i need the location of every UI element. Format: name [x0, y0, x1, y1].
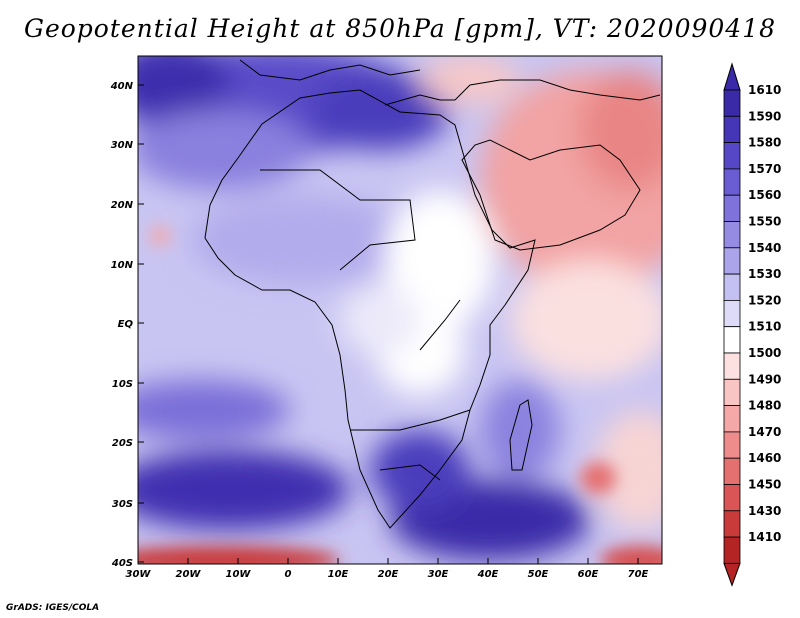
colorbar-swatch: [723, 431, 741, 459]
lat-label: 30N: [111, 140, 134, 151]
lon-label: 30W: [126, 569, 152, 580]
colorbar-swatch: [723, 510, 741, 538]
lon-label: 40E: [477, 569, 499, 580]
colorbar-label: 1610: [748, 83, 781, 97]
colorbar-label: 1480: [748, 399, 781, 413]
lat-tick: 10S: [112, 379, 144, 390]
lon-label: 20E: [378, 569, 399, 580]
colorbar-swatch: [723, 194, 741, 222]
colorbar-label: 1580: [748, 136, 781, 150]
lon-tick: 30W: [126, 558, 152, 580]
lat-tick: 10N: [111, 260, 144, 271]
lat-label: 30S: [112, 499, 133, 510]
lat-tick: 20N: [111, 200, 144, 211]
lat-label: EQ: [118, 319, 134, 330]
lat-tick: EQ: [118, 319, 144, 330]
colorbar-label: 1590: [748, 109, 781, 123]
colorbar: 1610 1590 1580 1570 1560 1550 1540 1530 1520 1510…: [723, 62, 781, 587]
lat-label: 20S: [112, 438, 133, 449]
colorbar-swatch: [723, 352, 741, 380]
colorbar-top-arrow: [723, 62, 741, 91]
colorbar-swatch: [723, 115, 741, 144]
height-field: [138, 56, 662, 564]
plot-frame: [137, 55, 663, 565]
lon-tick: 10W: [226, 558, 252, 580]
latitude-axis: 40N 30N 20N 10N EQ 10S 20S 30S 40S: [110, 81, 144, 569]
colorbar-label: 1430: [748, 504, 781, 518]
colorbar-label: 1510: [748, 320, 781, 334]
colorbar-label: 1470: [748, 425, 781, 439]
lon-tick: 70E: [628, 558, 649, 580]
colorbar-label: 1460: [748, 451, 781, 465]
lon-label: 0: [285, 569, 292, 580]
lat-label: 40S: [111, 558, 133, 569]
lon-tick: 50E: [528, 558, 549, 580]
colorbar-label: 1570: [748, 162, 781, 176]
colorbar-bottom-arrow: [723, 562, 741, 587]
lon-label: 60E: [578, 569, 599, 580]
lon-tick: 10E: [328, 558, 349, 580]
lat-tick: 30N: [111, 140, 144, 151]
colorbar-label: 1500: [748, 346, 781, 360]
lon-label: 70E: [628, 569, 649, 580]
lon-label: 30E: [428, 569, 449, 580]
lon-tick: 0: [285, 558, 292, 580]
lat-label: 10N: [111, 260, 134, 271]
colorbar-label: 1540: [748, 241, 781, 255]
colorbar-label: 1520: [748, 293, 781, 307]
lon-tick: 20W: [176, 558, 202, 580]
colorbar-label: 1490: [748, 372, 781, 386]
lon-label: 10E: [328, 569, 349, 580]
colorbar-label: 1560: [748, 188, 781, 202]
colorbar-swatch: [723, 299, 741, 328]
lat-label: 10S: [112, 379, 133, 390]
lat-label: 20N: [111, 200, 134, 211]
colorbar-label: 1550: [748, 215, 781, 229]
colorbar-swatch: [723, 89, 741, 117]
colorbar-label: 1450: [748, 478, 781, 492]
lat-tick: 40S: [111, 558, 144, 569]
lon-tick: 20E: [378, 558, 399, 580]
lon-tick: 30E: [428, 558, 449, 580]
lat-tick: 30S: [112, 499, 144, 510]
lon-tick: 40E: [477, 558, 499, 580]
colorbar-swatch: [723, 378, 741, 406]
colorbar-label: 1530: [748, 267, 781, 281]
colorbar-swatch: [723, 484, 741, 512]
map-title: Geopotential Height at 850hPa [gpm], VT:…: [23, 14, 777, 43]
lon-tick: 60E: [578, 558, 599, 580]
lat-label: 40N: [110, 81, 134, 92]
colorbar-swatch: [723, 405, 741, 433]
lon-label: 10W: [226, 569, 252, 580]
colorbar-swatch: [723, 221, 741, 249]
colorbar-swatch: [723, 168, 741, 196]
colorbar-swatch: [723, 457, 741, 485]
colorbar-swatch: [723, 273, 741, 301]
colorbar-label: 1410: [748, 530, 781, 544]
colorbar-swatch: [723, 326, 741, 354]
lat-tick: 20S: [112, 438, 144, 449]
longitude-axis: 30W 20W 10W 0 10E 20E 30E 40E 50E 60E 70…: [126, 558, 649, 580]
lon-label: 50E: [528, 569, 549, 580]
lon-label: 20W: [176, 569, 202, 580]
colorbar-swatch: [723, 247, 741, 275]
colorbar-swatch: [723, 142, 741, 170]
credit-text: GrADS: IGES/COLA: [6, 603, 100, 613]
lat-tick: 40N: [110, 81, 144, 92]
coastlines: [204, 59, 661, 529]
colorbar-swatch: [723, 536, 741, 564]
